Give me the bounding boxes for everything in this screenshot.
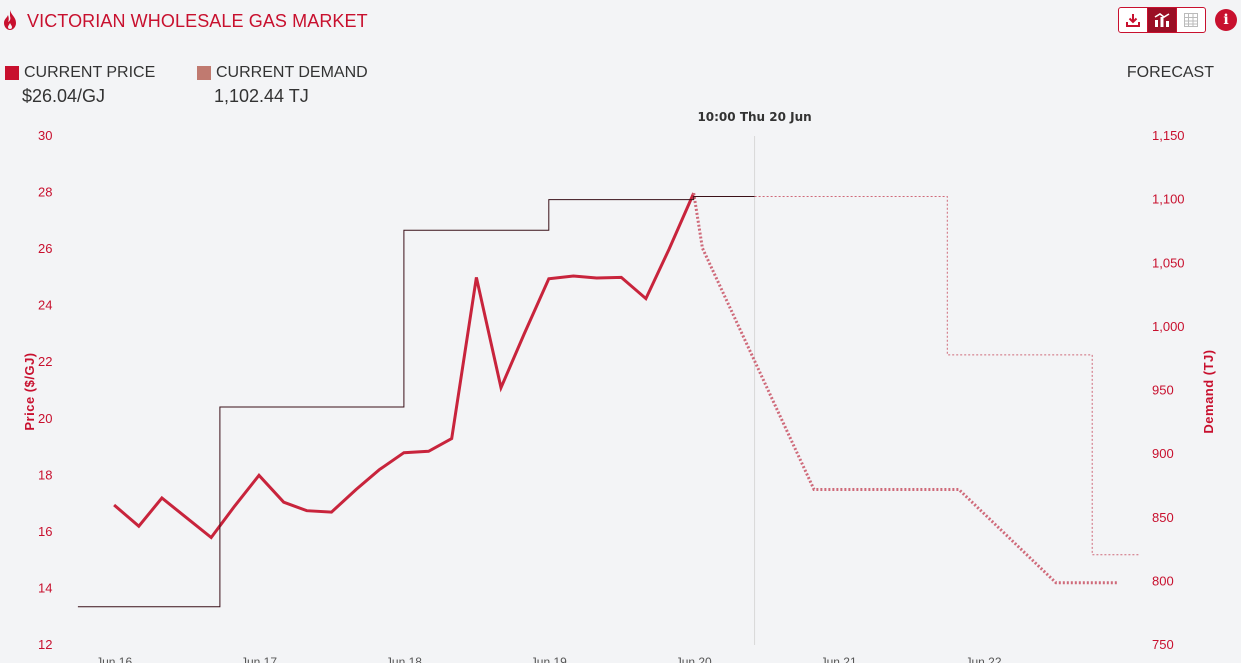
forecast-label: FORECAST bbox=[1126, 64, 1214, 81]
current-demand-value: 1,102.44 TJ bbox=[214, 86, 309, 106]
current-price-label: CURRENT PRICE bbox=[24, 64, 156, 81]
y-right-axis-title: Demand (TJ) bbox=[1201, 349, 1216, 433]
view-toolbar bbox=[1118, 7, 1206, 33]
y-right-tick-label: 750 bbox=[1152, 637, 1174, 652]
current-time-label: 10:00 Thu 20 Jun bbox=[697, 110, 811, 124]
price-forecast-line bbox=[692, 192, 1119, 585]
y-left-axis-title: Price ($/GJ) bbox=[22, 352, 37, 430]
y-right-tick-label: 1,050 bbox=[1152, 255, 1185, 270]
y-left-tick-label: 12 bbox=[38, 637, 52, 652]
current-demand-label: CURRENT DEMAND bbox=[216, 64, 368, 81]
chart-icon bbox=[1154, 13, 1170, 27]
demand-actual-line bbox=[77, 196, 755, 608]
x-tick-label: Jun 18 bbox=[386, 655, 422, 663]
y-left-tick-label: 14 bbox=[38, 580, 52, 595]
y-left-tick-label: 16 bbox=[38, 524, 52, 539]
y-right-tick-label: 1,100 bbox=[1152, 192, 1185, 207]
x-tick-label: Jun 21 bbox=[821, 655, 857, 663]
y-right-tick-label: 1,000 bbox=[1152, 319, 1185, 334]
flame-icon bbox=[4, 10, 16, 30]
y-left-tick-label: 20 bbox=[38, 411, 52, 426]
y-right-tick-label: 850 bbox=[1152, 510, 1174, 525]
download-icon bbox=[1126, 14, 1140, 27]
x-tick-label: Jun 22 bbox=[965, 655, 1001, 663]
current-price-value: $26.04/GJ bbox=[22, 86, 106, 106]
y-right-tick-label: 1,150 bbox=[1152, 128, 1185, 143]
y-right-tick-label: 800 bbox=[1152, 573, 1174, 588]
y-right-tick-label: 900 bbox=[1152, 446, 1174, 461]
x-tick-label: Jun 19 bbox=[531, 655, 567, 663]
download-button[interactable] bbox=[1119, 8, 1147, 32]
y-left-tick-label: 26 bbox=[38, 241, 52, 256]
page-title: VICTORIAN WHOLESALE GAS MARKET bbox=[27, 11, 368, 31]
x-tick-label: Jun 17 bbox=[241, 655, 277, 663]
table-icon bbox=[1184, 13, 1198, 27]
chart-view-button[interactable] bbox=[1147, 8, 1176, 32]
price-actual-line bbox=[113, 192, 696, 540]
y-left-tick-label: 18 bbox=[38, 467, 52, 482]
y-left-tick-label: 28 bbox=[38, 185, 52, 200]
demand-forecast-line bbox=[754, 196, 1140, 556]
demand-legend-swatch bbox=[197, 66, 211, 80]
info-icon[interactable]: i bbox=[1215, 9, 1237, 31]
x-tick-label: Jun 16 bbox=[96, 655, 132, 663]
y-left-tick-label: 24 bbox=[38, 298, 52, 313]
table-view-button[interactable] bbox=[1176, 8, 1205, 32]
y-right-tick-label: 950 bbox=[1152, 383, 1174, 398]
header: VICTORIAN WHOLESALE GAS MARKET i bbox=[0, 0, 1241, 44]
y-left-tick-label: 30 bbox=[38, 128, 52, 143]
x-tick-label: Jun 20 bbox=[676, 655, 712, 663]
price-legend-swatch bbox=[5, 66, 19, 80]
y-left-tick-label: 22 bbox=[38, 354, 52, 369]
